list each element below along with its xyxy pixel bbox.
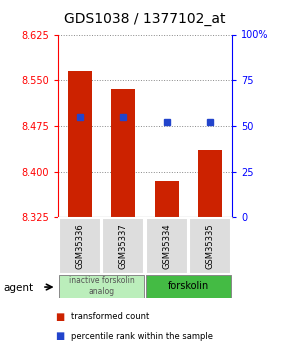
Text: GSM35334: GSM35334	[162, 223, 171, 269]
Text: GDS1038 / 1377102_at: GDS1038 / 1377102_at	[64, 12, 226, 26]
Text: transformed count: transformed count	[71, 312, 149, 321]
Bar	[198, 150, 222, 217]
Bar	[146, 275, 231, 298]
Bar	[102, 218, 144, 274]
Bar	[59, 218, 101, 274]
Bar	[68, 71, 92, 217]
Text: GSM35337: GSM35337	[119, 223, 128, 269]
Text: inactive forskolin
analog: inactive forskolin analog	[69, 276, 134, 296]
Text: ■: ■	[55, 332, 64, 341]
Text: GSM35335: GSM35335	[206, 223, 215, 269]
Text: percentile rank within the sample: percentile rank within the sample	[71, 332, 213, 341]
Bar	[155, 181, 179, 217]
Text: GSM35336: GSM35336	[75, 223, 84, 269]
Bar	[189, 218, 231, 274]
Text: agent: agent	[3, 283, 33, 293]
Bar	[111, 89, 135, 217]
Bar	[59, 275, 144, 298]
Bar	[146, 218, 188, 274]
Text: ■: ■	[55, 312, 64, 322]
Text: forskolin: forskolin	[168, 282, 209, 291]
